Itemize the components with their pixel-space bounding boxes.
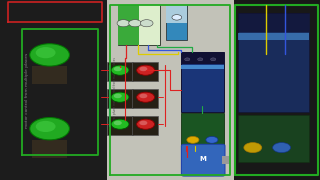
- Circle shape: [117, 20, 130, 27]
- Circle shape: [111, 92, 129, 102]
- FancyBboxPatch shape: [238, 115, 309, 162]
- Circle shape: [137, 119, 155, 129]
- Text: motor control from multiple places: motor control from multiple places: [25, 52, 29, 128]
- FancyBboxPatch shape: [238, 33, 309, 40]
- Circle shape: [30, 118, 69, 140]
- FancyBboxPatch shape: [107, 62, 133, 81]
- Text: M: M: [200, 156, 207, 162]
- FancyBboxPatch shape: [32, 140, 67, 158]
- Circle shape: [114, 121, 122, 125]
- FancyBboxPatch shape: [166, 5, 187, 40]
- FancyBboxPatch shape: [234, 0, 320, 180]
- FancyBboxPatch shape: [181, 113, 224, 151]
- FancyBboxPatch shape: [0, 0, 107, 180]
- FancyBboxPatch shape: [132, 116, 158, 135]
- Circle shape: [111, 65, 129, 75]
- FancyBboxPatch shape: [132, 89, 158, 108]
- FancyBboxPatch shape: [118, 5, 139, 45]
- FancyBboxPatch shape: [181, 52, 224, 112]
- Circle shape: [129, 20, 141, 27]
- Circle shape: [187, 136, 199, 143]
- FancyBboxPatch shape: [107, 0, 234, 180]
- FancyBboxPatch shape: [181, 144, 225, 176]
- Circle shape: [36, 121, 56, 132]
- FancyBboxPatch shape: [32, 66, 67, 84]
- Circle shape: [139, 67, 148, 71]
- FancyBboxPatch shape: [107, 89, 133, 108]
- FancyBboxPatch shape: [139, 5, 160, 45]
- Circle shape: [36, 47, 56, 58]
- FancyBboxPatch shape: [238, 13, 309, 32]
- Circle shape: [114, 67, 122, 71]
- Circle shape: [211, 58, 216, 61]
- Circle shape: [206, 136, 218, 143]
- Circle shape: [139, 121, 148, 125]
- Circle shape: [244, 143, 262, 153]
- FancyBboxPatch shape: [222, 156, 229, 164]
- Circle shape: [140, 20, 153, 27]
- Text: Three phase motor control from multiple places: Three phase motor control from multiple …: [113, 57, 117, 123]
- Circle shape: [139, 94, 148, 98]
- Circle shape: [137, 92, 155, 102]
- FancyBboxPatch shape: [181, 65, 224, 69]
- Circle shape: [137, 65, 155, 75]
- FancyBboxPatch shape: [181, 52, 224, 64]
- Circle shape: [185, 58, 190, 61]
- Circle shape: [30, 44, 69, 66]
- Circle shape: [198, 58, 203, 61]
- FancyBboxPatch shape: [107, 116, 133, 135]
- Circle shape: [111, 119, 129, 129]
- Circle shape: [114, 94, 122, 98]
- FancyBboxPatch shape: [238, 13, 309, 112]
- Circle shape: [172, 15, 182, 20]
- FancyBboxPatch shape: [118, 5, 160, 45]
- FancyBboxPatch shape: [132, 62, 158, 81]
- Circle shape: [273, 143, 291, 153]
- FancyBboxPatch shape: [166, 5, 187, 22]
